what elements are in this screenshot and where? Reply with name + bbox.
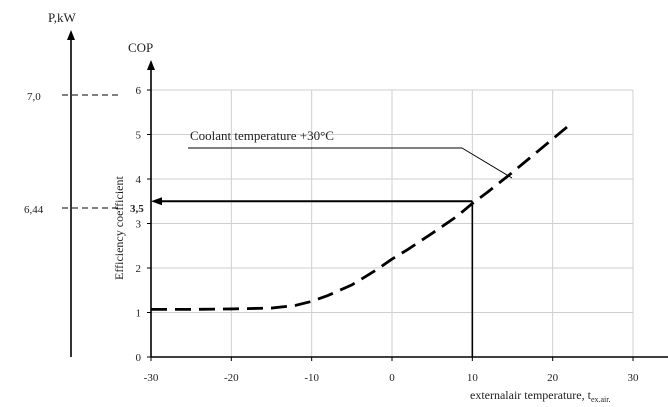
x-tick-label: 0 — [389, 372, 395, 384]
y-tick-label: 3 — [136, 219, 142, 231]
x-tick-label: -10 — [304, 372, 319, 384]
y-tick-label: 5 — [136, 130, 142, 142]
y-axis-label: Efficiency coefficient — [112, 176, 126, 281]
legend-leader — [461, 147, 513, 179]
x-tick-label: -30 — [144, 372, 159, 384]
x-tick-label: 30 — [628, 372, 640, 384]
x-tick-label: 10 — [467, 372, 479, 384]
x-tick-labels: -30 -20 -10 0 10 20 30 — [144, 357, 639, 384]
y-tick-label: 1 — [136, 308, 142, 320]
legend-label: Coolant temperature +30°C — [190, 128, 334, 143]
x-tick-label: 20 — [547, 372, 559, 384]
y-tick-label: 6 — [136, 85, 142, 97]
y-tick-label: 2 — [136, 263, 142, 275]
cop-marker-label: 3,5 — [130, 203, 144, 215]
y-tick-labels: 0 1 2 3 4 5 6 — [136, 85, 151, 364]
x-tick-label: -20 — [224, 372, 239, 384]
series-coolant-30 — [151, 124, 570, 311]
x-axis-label: externalair temperature, tex.air. — [470, 388, 610, 404]
y-tick-label: 4 — [136, 174, 142, 186]
x-axis-label-sub: ex.air. — [591, 395, 611, 404]
y-tick-label: 0 — [136, 352, 142, 364]
power-axis-title: P,kW — [48, 10, 77, 25]
power-axis-arrow — [67, 30, 75, 40]
cop-reading-arrow — [151, 197, 162, 206]
power-tick-644: 6,44 — [24, 204, 44, 216]
power-tick-7: 7,0 — [27, 91, 41, 103]
y-axis-arrow — [147, 60, 155, 70]
x-axis-label-main: externalair temperature, t — [470, 388, 592, 402]
y-axis-title: COP — [128, 40, 153, 55]
